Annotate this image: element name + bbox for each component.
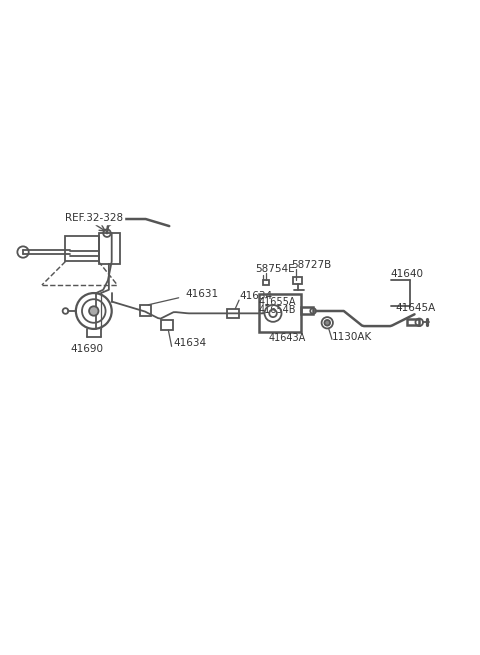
Bar [227, 309, 239, 318]
Text: 41634: 41634 [239, 291, 272, 301]
Bar [65, 236, 98, 261]
Text: 41645A: 41645A [396, 303, 436, 313]
Text: REF.32-328: REF.32-328 [65, 214, 123, 223]
Text: 41654B: 41654B [259, 305, 296, 315]
Bar [98, 233, 120, 264]
Text: 41655A: 41655A [259, 297, 296, 307]
Circle shape [89, 307, 98, 316]
Text: 41640: 41640 [391, 269, 424, 279]
Bar [263, 280, 269, 285]
Bar [293, 277, 302, 284]
Text: 58727B: 58727B [291, 260, 331, 270]
Bar [140, 305, 151, 316]
Text: 41631: 41631 [186, 289, 219, 299]
Text: 41643A: 41643A [268, 333, 306, 343]
Text: 1130AK: 1130AK [332, 332, 372, 342]
Text: 58754E: 58754E [255, 265, 295, 274]
Text: 41690: 41690 [70, 344, 103, 354]
Circle shape [324, 320, 330, 326]
Bar [161, 320, 172, 330]
Bar [301, 307, 313, 314]
Bar [259, 295, 301, 332]
Text: 41634: 41634 [173, 339, 206, 348]
Bar [408, 320, 419, 325]
